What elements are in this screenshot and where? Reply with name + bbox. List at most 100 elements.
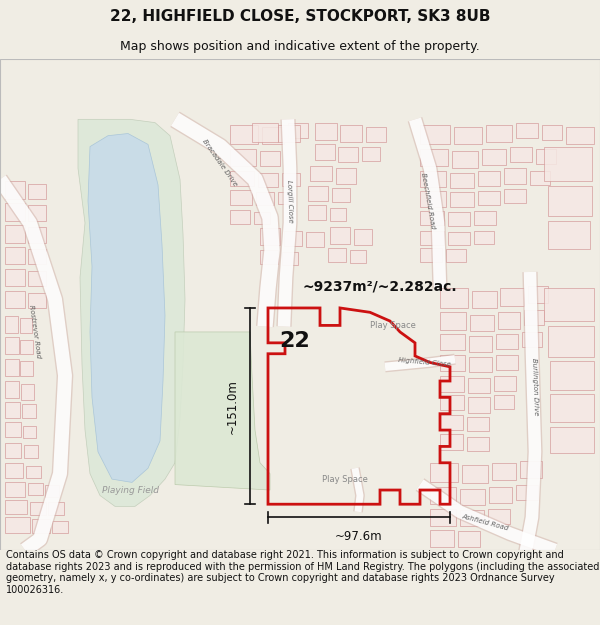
Bar: [28, 271, 46, 286]
Bar: [420, 191, 446, 206]
Bar: [448, 212, 470, 226]
Bar: [328, 248, 346, 262]
Bar: [21, 384, 34, 399]
Bar: [310, 166, 332, 181]
Bar: [336, 168, 356, 184]
Text: ~151.0m: ~151.0m: [226, 379, 239, 434]
Text: Burlington Drive: Burlington Drive: [531, 357, 539, 415]
Bar: [28, 228, 46, 242]
Bar: [5, 291, 25, 308]
Bar: [52, 521, 68, 532]
Bar: [440, 312, 466, 330]
Bar: [548, 221, 590, 249]
Text: Play Space: Play Space: [370, 321, 416, 330]
Bar: [468, 398, 490, 412]
Bar: [5, 402, 20, 418]
Bar: [330, 228, 350, 244]
Bar: [494, 395, 514, 409]
Bar: [354, 229, 372, 245]
Bar: [469, 357, 492, 372]
Bar: [440, 434, 463, 450]
Bar: [282, 173, 300, 186]
Bar: [288, 122, 308, 138]
Text: Rostrevor Road: Rostrevor Road: [28, 305, 42, 359]
Bar: [5, 500, 27, 514]
Bar: [258, 173, 278, 187]
Bar: [420, 171, 446, 187]
Bar: [454, 127, 482, 144]
Bar: [474, 231, 494, 244]
Bar: [548, 186, 592, 216]
Bar: [308, 206, 326, 219]
Bar: [5, 225, 25, 242]
Bar: [338, 147, 358, 162]
Bar: [32, 519, 50, 532]
Bar: [420, 231, 444, 245]
Bar: [430, 509, 456, 526]
Bar: [467, 417, 489, 431]
Bar: [362, 147, 380, 161]
Bar: [440, 355, 465, 371]
Bar: [510, 147, 532, 162]
Text: Play Space: Play Space: [322, 474, 368, 484]
Bar: [500, 288, 524, 306]
Bar: [492, 462, 516, 480]
Bar: [450, 192, 474, 206]
Bar: [23, 426, 36, 438]
Bar: [5, 482, 25, 497]
Bar: [5, 247, 25, 264]
Bar: [550, 427, 594, 453]
Bar: [48, 502, 64, 515]
Bar: [230, 171, 254, 186]
Bar: [278, 125, 300, 142]
Bar: [284, 231, 302, 246]
Bar: [420, 149, 448, 166]
Bar: [24, 446, 38, 458]
Bar: [450, 173, 474, 188]
Bar: [282, 253, 298, 266]
Bar: [30, 502, 46, 515]
Bar: [5, 269, 25, 286]
Bar: [28, 484, 43, 496]
Bar: [20, 318, 32, 333]
Polygon shape: [88, 134, 165, 483]
Bar: [550, 361, 594, 390]
Bar: [278, 192, 294, 204]
Bar: [230, 149, 256, 166]
Bar: [430, 462, 458, 482]
Bar: [5, 203, 25, 221]
Bar: [452, 151, 478, 168]
Bar: [544, 288, 594, 321]
Bar: [440, 334, 465, 351]
Bar: [315, 144, 335, 159]
Bar: [504, 168, 526, 184]
Bar: [458, 531, 480, 547]
Text: Contains OS data © Crown copyright and database right 2021. This information is : Contains OS data © Crown copyright and d…: [6, 550, 599, 595]
Bar: [420, 211, 444, 225]
Text: 22, HIGHFIELD CLOSE, STOCKPORT, SK3 8UB: 22, HIGHFIELD CLOSE, STOCKPORT, SK3 8UB: [110, 9, 490, 24]
Bar: [440, 415, 463, 430]
Bar: [472, 291, 497, 308]
Bar: [440, 395, 464, 411]
Bar: [548, 326, 594, 357]
Text: ~9237m²/~2.282ac.: ~9237m²/~2.282ac.: [302, 279, 457, 293]
Bar: [420, 248, 442, 262]
Bar: [460, 489, 485, 505]
Bar: [498, 312, 520, 329]
Bar: [470, 314, 494, 331]
Bar: [522, 332, 542, 348]
Bar: [5, 443, 21, 458]
Bar: [440, 288, 468, 308]
Bar: [26, 466, 41, 478]
Bar: [474, 211, 496, 225]
Bar: [430, 487, 456, 504]
Bar: [22, 404, 36, 418]
Text: Beechfield Road: Beechfield Road: [420, 173, 436, 230]
Bar: [308, 186, 328, 201]
Bar: [28, 249, 46, 264]
Bar: [5, 338, 19, 354]
Text: Ashfield Road: Ashfield Road: [461, 514, 509, 532]
Bar: [254, 212, 270, 224]
Bar: [350, 250, 366, 263]
Text: Lorgill Close: Lorgill Close: [286, 179, 294, 222]
